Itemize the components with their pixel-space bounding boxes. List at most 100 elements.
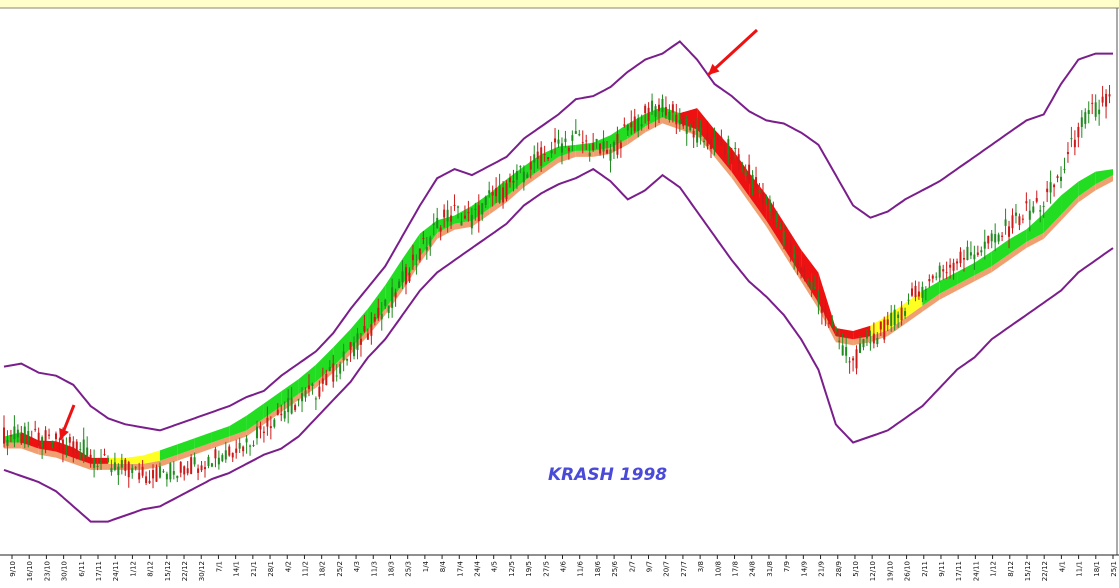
candle-up: [456, 206, 459, 208]
candle-up: [210, 463, 213, 467]
candle-down: [623, 124, 626, 126]
candle-up: [51, 440, 54, 444]
x-tick-label: 4/2: [284, 561, 292, 572]
ribbon-base-segment: [159, 454, 178, 467]
candle-up: [13, 426, 16, 440]
candle-up: [120, 460, 123, 468]
candle-down: [138, 472, 141, 480]
candle-down: [54, 433, 57, 440]
x-tick-label: 7/1: [215, 561, 223, 572]
candle-down: [235, 448, 238, 453]
candle-down: [803, 269, 806, 273]
candle-up: [79, 449, 82, 451]
candle-down: [959, 251, 962, 264]
x-tick-label: 16/10: [26, 561, 34, 581]
candle-up: [82, 439, 85, 458]
x-tick-label: 24/11: [112, 561, 120, 581]
candle-down: [325, 373, 328, 385]
x-tick-label: 18/6: [594, 560, 602, 576]
candle-down: [633, 116, 636, 132]
candle-down: [820, 306, 823, 313]
candle-up: [380, 313, 383, 320]
candle-up: [983, 241, 986, 249]
candle-down: [477, 205, 480, 222]
x-tick-label: 11/1: [1076, 561, 1084, 577]
candle-up: [100, 460, 103, 464]
ribbon-segment: [1078, 171, 1096, 197]
candle-up: [193, 457, 196, 465]
x-tick-label: 11/3: [370, 561, 378, 577]
candle-down: [1105, 93, 1108, 107]
candle-up: [339, 364, 342, 374]
ribbon-segment: [454, 205, 472, 224]
candle-down: [200, 465, 203, 471]
candle-up: [768, 199, 771, 212]
x-tick-label: 22/12: [181, 561, 189, 581]
ribbon-segment: [731, 148, 750, 197]
candle-down: [855, 349, 858, 369]
candle-up: [304, 390, 307, 398]
candle-up: [106, 457, 109, 463]
candle-up: [661, 99, 664, 113]
ribbon-segment: [315, 347, 334, 382]
candle-down: [9, 435, 12, 437]
x-tick-label: 25/1: [1110, 561, 1118, 577]
arrow-left-head: [59, 428, 69, 440]
x-tick-label: 1/4: [422, 560, 430, 572]
ribbon-base-segment: [21, 442, 39, 455]
ribbon-base-segment: [835, 336, 854, 346]
candle-up: [1049, 182, 1052, 193]
candle-down: [366, 333, 369, 340]
candle-down: [231, 452, 234, 458]
candle-up: [110, 468, 113, 473]
candle-down: [48, 434, 51, 436]
candle-up: [612, 142, 615, 152]
x-tick-label: 14/9: [800, 561, 808, 577]
candle-up: [924, 289, 927, 291]
x-axis-strip: [0, 555, 1119, 588]
candle-up: [560, 143, 563, 153]
candle-down: [1101, 96, 1104, 103]
ribbon-base-segment: [714, 150, 732, 179]
candle-down: [1011, 215, 1014, 229]
candle-up: [387, 305, 390, 314]
ribbon-segment: [818, 272, 836, 337]
candle-down: [124, 459, 127, 471]
candle-down: [148, 480, 151, 483]
candle-up: [515, 171, 518, 180]
candle-up: [578, 134, 581, 136]
candle-up: [897, 314, 900, 318]
candle-down: [962, 258, 965, 260]
x-tick-label: 17/11: [955, 561, 963, 581]
x-tick-label: 4/3: [353, 561, 361, 572]
candle-up: [1032, 206, 1035, 213]
ribbon-base-segment: [957, 275, 975, 291]
candle-up: [158, 466, 161, 478]
ribbon-base-segment: [419, 232, 438, 264]
ribbon-segment: [350, 308, 368, 349]
candle-down: [910, 288, 913, 296]
candle-up: [474, 208, 477, 210]
candle-up: [86, 447, 89, 456]
candle-up: [994, 234, 997, 243]
candle-down: [789, 242, 792, 253]
candle-down: [671, 104, 674, 113]
candle-up: [481, 203, 484, 215]
x-tick-label: 31/8: [766, 561, 774, 577]
x-tick-label: 15/12: [164, 561, 172, 581]
candle-up: [845, 346, 848, 356]
candle-down: [616, 134, 619, 155]
candle-up: [314, 398, 317, 400]
candle-down: [914, 285, 917, 297]
candle-down: [682, 117, 685, 127]
x-tick-label: 18/3: [387, 561, 395, 577]
candle-up: [727, 139, 730, 155]
ribbon-base-segment: [627, 126, 646, 145]
ribbon-base-segment: [454, 220, 472, 230]
candle-down: [508, 177, 511, 183]
ribbon-base-segment: [142, 460, 160, 470]
ribbon-segment: [298, 364, 316, 394]
candle-up: [335, 375, 338, 377]
candle-up: [131, 468, 134, 473]
candle-up: [807, 282, 810, 284]
